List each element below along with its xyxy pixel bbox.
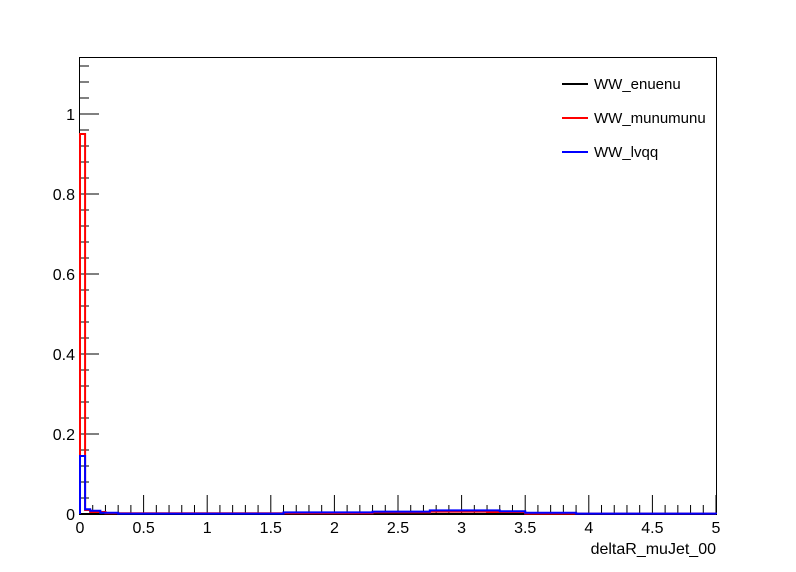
legend-entry-label: WW_munumunu <box>594 110 706 127</box>
legend-entry-label: WW_enuenu <box>594 76 681 93</box>
series-line-ww-munumunu <box>79 133 717 515</box>
x-tick-label: 1 <box>203 520 212 537</box>
x-tick-label: 1.5 <box>260 520 282 537</box>
series-layer <box>79 133 717 515</box>
x-tick-label: 5 <box>712 520 721 537</box>
y-tick-label: 0.8 <box>53 187 75 204</box>
x-axis-ticks: 0 0.5 1 1.5 2 2.5 3 3.5 4 4.5 5 <box>76 495 721 537</box>
y-tick-label: 0 <box>66 507 75 524</box>
y-tick-label: 1 <box>66 107 75 124</box>
x-tick-label: 2.5 <box>387 520 409 537</box>
x-tick-label: 2 <box>330 520 339 537</box>
legend: WW_enuenu WW_munumunu WW_lvqq <box>562 76 706 161</box>
legend-entry-label: WW_lvqq <box>594 144 658 161</box>
x-tick-label: 0 <box>76 520 85 537</box>
x-tick-label: 4.5 <box>641 520 663 537</box>
x-axis-title: deltaR_muJet_00 <box>591 541 717 558</box>
y-tick-label: 0.4 <box>53 347 75 364</box>
x-tick-label: 0.5 <box>132 520 154 537</box>
x-tick-label: 4 <box>584 520 593 537</box>
x-tick-label: 3 <box>457 520 466 537</box>
series-line-ww-lvqq <box>79 455 717 515</box>
y-axis-ticks: 0 0.2 0.4 0.6 0.8 1 <box>53 65 99 524</box>
y-tick-label: 0.6 <box>53 267 75 284</box>
y-tick-label: 0.2 <box>53 427 75 444</box>
x-tick-label: 3.5 <box>514 520 536 537</box>
